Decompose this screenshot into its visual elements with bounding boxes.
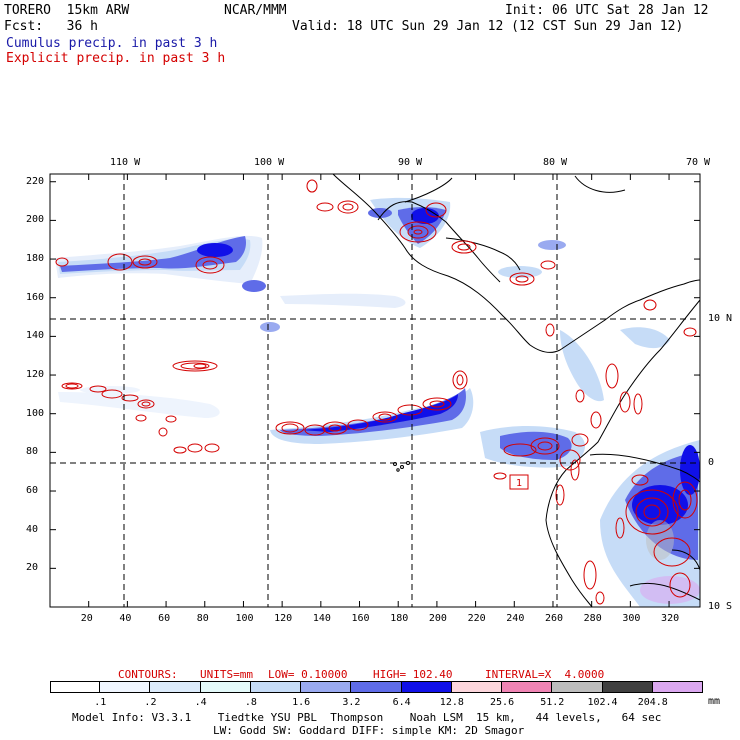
- colorbar-swatch: [602, 681, 653, 693]
- valid-time: Valid: 18 UTC Sun 29 Jan 12 (12 CST Sun …: [292, 19, 684, 34]
- legend-explicit: Explicit precip. in past 3 h: [6, 51, 226, 66]
- colorbar-label: 51.2: [540, 697, 565, 708]
- colorbar-label: 102.4: [587, 697, 618, 708]
- x-tick-label: 100: [235, 613, 254, 624]
- model-info-line2: LW: Godd SW: Goddard DIFF: simple KM: 2D…: [213, 724, 525, 737]
- land-outline: [332, 173, 701, 608]
- model-title: TORERO 15km ARW: [4, 3, 130, 18]
- longitude-label: 80 W: [543, 157, 568, 168]
- colorbar-label: .1: [94, 697, 107, 708]
- y-tick-label: 60: [26, 485, 39, 497]
- contours-interval: INTERVAL=X 4.0000: [485, 668, 605, 681]
- colorbar-label: 3.2: [342, 697, 361, 708]
- contours-prefix: CONTOURS:: [118, 668, 178, 681]
- colorbar-swatch: [100, 681, 151, 693]
- latitude-label: 0: [708, 457, 715, 468]
- model-info-line1: Model Info: V3.3.1 Tiedtke YSU PBL Thomp…: [72, 711, 662, 724]
- colorbar-label: 1.6: [292, 697, 311, 708]
- colorbar-frame: [50, 681, 703, 693]
- colorbar-swatch: [250, 681, 302, 693]
- x-tick-label: 280: [583, 613, 602, 624]
- y-tick-label: 20: [26, 562, 39, 574]
- forecast-hour: Fcst: 36 h: [4, 19, 98, 34]
- longitude-label: 100 W: [254, 157, 285, 168]
- colorbar-swatch: [502, 681, 553, 693]
- x-tick-label: 260: [544, 613, 564, 624]
- map-frame: [49, 173, 701, 608]
- colorbar-swatch: [200, 681, 251, 693]
- longitude-label: 90 W: [398, 157, 423, 168]
- colorbar-swatch: [451, 681, 503, 693]
- y-tick-label: 40: [26, 523, 39, 535]
- colorbar-swatch: [301, 681, 352, 693]
- x-tick-label: 240: [506, 613, 525, 624]
- y-tick-label: 140: [26, 330, 45, 342]
- axis-ticks: [50, 174, 700, 607]
- longitude-label: 110 W: [110, 157, 141, 168]
- lat-lon-grid: [50, 174, 700, 607]
- x-tick-label: 220: [467, 613, 486, 624]
- x-tick-label: 320: [661, 613, 680, 624]
- contours-low: LOW= 0.10000: [268, 668, 348, 681]
- contours-high: HIGH= 102.40: [373, 668, 453, 681]
- x-tick-label: 140: [312, 613, 331, 624]
- colorbar-label: .4: [194, 697, 207, 708]
- organization-label: NCAR/MMM: [224, 3, 287, 18]
- init-time: Init: 06 UTC Sat 28 Jan 12: [505, 3, 709, 18]
- colorbar-swatch: [401, 681, 452, 693]
- contour-label: 1: [516, 478, 522, 489]
- colorbar-swatch: [50, 681, 101, 693]
- y-tick-label: 100: [26, 407, 45, 419]
- legend-cumulus: Cumulus precip. in past 3 h: [6, 36, 218, 51]
- contour-label-box: [509, 474, 529, 490]
- explicit-contours: [55, 179, 698, 605]
- colorbar-label: 12.8: [439, 697, 464, 708]
- colorbar-label: .2: [144, 697, 157, 708]
- y-tick-label: 120: [26, 369, 45, 381]
- colorbar-swatch: [150, 681, 201, 693]
- x-tick-label: 180: [390, 613, 409, 624]
- colorbar-swatch: [552, 681, 603, 693]
- colorbar-unit: mm: [708, 696, 721, 707]
- x-tick-label: 120: [274, 613, 293, 624]
- x-tick-label: 300: [622, 613, 641, 624]
- latitude-label: 10 N: [708, 313, 733, 324]
- x-tick-label: 20: [80, 613, 93, 624]
- y-tick-label: 180: [26, 253, 45, 265]
- colorbar-swatch: [351, 681, 402, 693]
- colorbar-label: 6.4: [392, 697, 411, 708]
- x-tick-label: 200: [428, 613, 447, 624]
- colorbar-label: .8: [244, 697, 257, 708]
- x-tick-label: 60: [158, 613, 171, 624]
- latitude-label: 10 S: [708, 601, 733, 612]
- cumulus-shading: [55, 197, 700, 607]
- longitude-label: 70 W: [686, 157, 711, 168]
- x-tick-label: 160: [351, 613, 370, 624]
- colorbar-label: 204.8: [637, 697, 668, 708]
- y-tick-label: 220: [26, 175, 45, 187]
- y-tick-label: 200: [26, 214, 45, 226]
- colorbar-label: 25.6: [490, 697, 515, 708]
- y-tick-label: 160: [26, 291, 45, 303]
- x-tick-label: 40: [119, 613, 132, 624]
- x-tick-label: 80: [196, 613, 209, 624]
- y-tick-label: 80: [26, 446, 39, 458]
- contours-units: UNITS=mm: [200, 668, 253, 681]
